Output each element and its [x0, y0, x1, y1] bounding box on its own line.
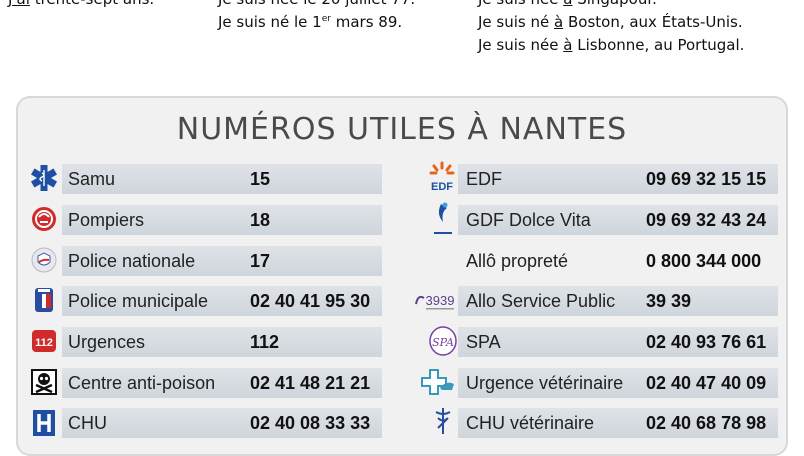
contact-label: GDF Dolce Vita: [466, 209, 591, 230]
card-title: NUMÉROS UTILES À NANTES: [176, 112, 628, 147]
sentence-birthdate-1: Je suis née le 20 juillet 77.: [218, 0, 415, 8]
caduceus-icon: [428, 406, 458, 436]
sentence-part: Je suis né: [478, 13, 554, 31]
contact-number: 39 39: [646, 290, 692, 311]
contact-row-spa: SPA 02 40 93 76 61: [458, 327, 778, 357]
edf-logo-icon: EDF: [426, 160, 458, 194]
svg-text:112: 112: [35, 337, 53, 349]
underlined-preposition: à: [563, 0, 572, 8]
police-nationale-shield-icon: [30, 246, 58, 274]
spa-logo-icon: SPA: [428, 325, 458, 357]
contact-label: Police municipale: [68, 290, 209, 311]
contact-label: Police nationale: [68, 250, 196, 271]
contact-label: EDF: [466, 168, 502, 189]
service-public-3939-icon: 3939: [412, 286, 458, 316]
contact-number: 112: [250, 331, 280, 352]
sentence-birthdate-2: Je suis né le 1er mars 89.: [218, 13, 402, 31]
contact-row-police-nationale: Police nationale 17: [62, 246, 382, 276]
sentence-part: Je suis née: [478, 36, 564, 54]
sentence-part: Je suis née: [478, 0, 563, 8]
contact-row-allo-proprete: Allô propreté 0 800 344 000: [458, 246, 778, 276]
service-public-logo-text: 3939: [426, 293, 455, 308]
contact-number: 18: [250, 209, 271, 230]
contact-label: CHU vétérinaire: [466, 412, 595, 433]
edf-logo-text: EDF: [431, 181, 453, 193]
star-of-life-icon: [30, 164, 58, 192]
sentence-part: mars 89.: [330, 13, 403, 31]
contact-number: 02 40 93 76 61: [646, 331, 767, 352]
hospital-h-icon: [30, 408, 58, 436]
sentence-age: J'ai trente-sept ans.: [8, 0, 154, 8]
emergency-112-icon: 112: [30, 327, 58, 355]
contact-number: 17: [250, 250, 271, 271]
sentence-birthplace-1: Je suis née à Singapour.: [478, 0, 657, 8]
contact-number: 02 40 08 33 33: [250, 412, 371, 433]
underlined-preposition: à: [563, 36, 573, 54]
contact-label: Centre anti-poison: [68, 372, 216, 393]
contact-label: Samu: [68, 168, 116, 189]
contact-row-gdf: GDF Dolce Vita 09 69 32 43 24: [458, 205, 778, 235]
contact-label: Allô propreté: [466, 250, 569, 271]
contact-label: Pompiers: [68, 209, 145, 230]
contact-label: Urgences: [68, 331, 146, 352]
gdf-logo-icon: [428, 200, 458, 242]
contact-label: SPA: [466, 331, 501, 352]
contact-row-samu: Samu 15: [62, 164, 382, 194]
contact-number: 02 41 48 21 21: [250, 372, 371, 393]
contact-label: Urgence vétérinaire: [466, 372, 624, 393]
contact-number: 02 40 41 95 30: [250, 290, 371, 311]
poison-skull-icon: [30, 368, 58, 396]
useful-numbers-card: [16, 96, 788, 456]
contact-row-urgence-veterinaire: Urgence vétérinaire 02 40 47 40 09: [458, 368, 778, 398]
contact-row-chu-veterinaire: CHU vétérinaire 02 40 68 78 98: [458, 408, 778, 438]
underlined-verb: J'ai: [8, 0, 30, 8]
contact-row-police-municipale: Police municipale 02 40 41 95 30: [62, 286, 382, 316]
police-municipale-badge-icon: [30, 286, 58, 314]
contact-number: 02 40 47 40 09: [646, 372, 767, 393]
sentence-part: Lisbonne, au Portugal.: [572, 36, 745, 54]
contact-number: 09 69 32 15 15: [646, 168, 767, 189]
contact-row-pompiers: Pompiers 18: [62, 205, 382, 235]
contact-row-urgences: Urgences 112: [62, 327, 382, 357]
veterinary-cross-icon: [420, 366, 458, 398]
sentence-birthplace-3: Je suis née à Lisbonne, au Portugal.: [478, 36, 744, 54]
ordinal-sup: er: [321, 14, 331, 24]
spa-logo-text: SPA: [432, 336, 454, 349]
underlined-preposition: à: [554, 13, 564, 31]
sentence-part: Boston, aux États-Unis.: [563, 13, 743, 31]
contact-row-service-public: Allo Service Public 39 39: [458, 286, 778, 316]
contact-row-anti-poison: Centre anti-poison 02 41 48 21 21: [62, 368, 382, 398]
contact-label: Allo Service Public: [466, 290, 616, 311]
contact-label: CHU: [68, 412, 107, 433]
contact-number: 09 69 32 43 24: [646, 209, 767, 230]
firefighter-badge-icon: [30, 205, 58, 233]
contact-row-chu: CHU 02 40 08 33 33: [62, 408, 382, 438]
sentence-part: Je suis né le 1: [218, 13, 322, 31]
sentence-part: Singapour.: [572, 0, 657, 8]
sentence-rest: trente-sept ans.: [30, 0, 154, 8]
contact-number: 0 800 344 000: [646, 250, 762, 271]
contact-row-edf: EDF 09 69 32 15 15: [458, 164, 778, 194]
contact-number: 15: [250, 168, 271, 189]
contact-number: 02 40 68 78 98: [646, 412, 767, 433]
sentence-birthplace-2: Je suis né à Boston, aux États-Unis.: [478, 13, 743, 31]
